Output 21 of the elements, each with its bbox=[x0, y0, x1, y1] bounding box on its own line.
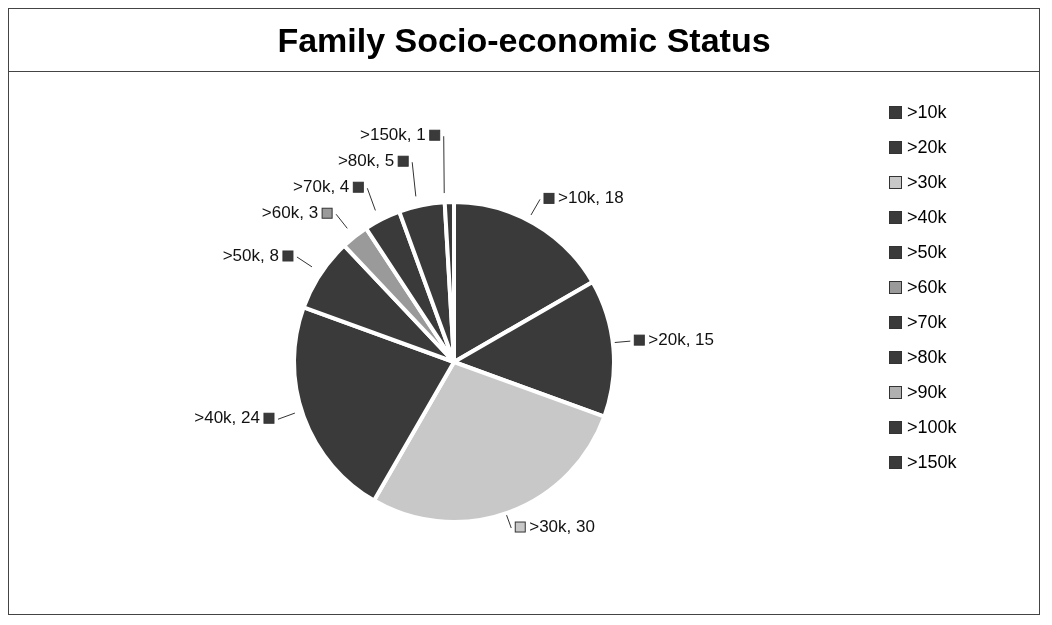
legend-label: >150k bbox=[906, 452, 957, 473]
legend-label: >10k bbox=[906, 102, 948, 123]
chart-title: Family Socio-economic Status bbox=[9, 9, 1039, 72]
data-label: >70k, 4 bbox=[293, 177, 350, 197]
data-label: >40k, 24 bbox=[194, 408, 260, 428]
legend-label: >50k bbox=[906, 242, 948, 263]
legend-label: >100k bbox=[906, 417, 957, 438]
data-label: >150k, 1 bbox=[360, 125, 426, 145]
data-label: >20k, 15 bbox=[648, 330, 715, 350]
legend-label: >70k bbox=[906, 312, 948, 333]
data-label: >80k, 5 bbox=[337, 151, 395, 171]
legend-label: >20k bbox=[906, 137, 948, 158]
legend-label: >40k bbox=[906, 207, 948, 228]
legend-label: >60k bbox=[906, 277, 948, 298]
legend-label: >90k bbox=[906, 382, 948, 403]
data-label: >50k, 8 bbox=[222, 245, 279, 265]
data-label: >10k, 18 bbox=[558, 188, 624, 208]
data-label: >60k, 3 bbox=[261, 203, 319, 223]
legend-label: >80k bbox=[906, 347, 948, 368]
legend-label: >30k bbox=[906, 172, 948, 193]
data-label: >30k, 30 bbox=[529, 517, 595, 537]
